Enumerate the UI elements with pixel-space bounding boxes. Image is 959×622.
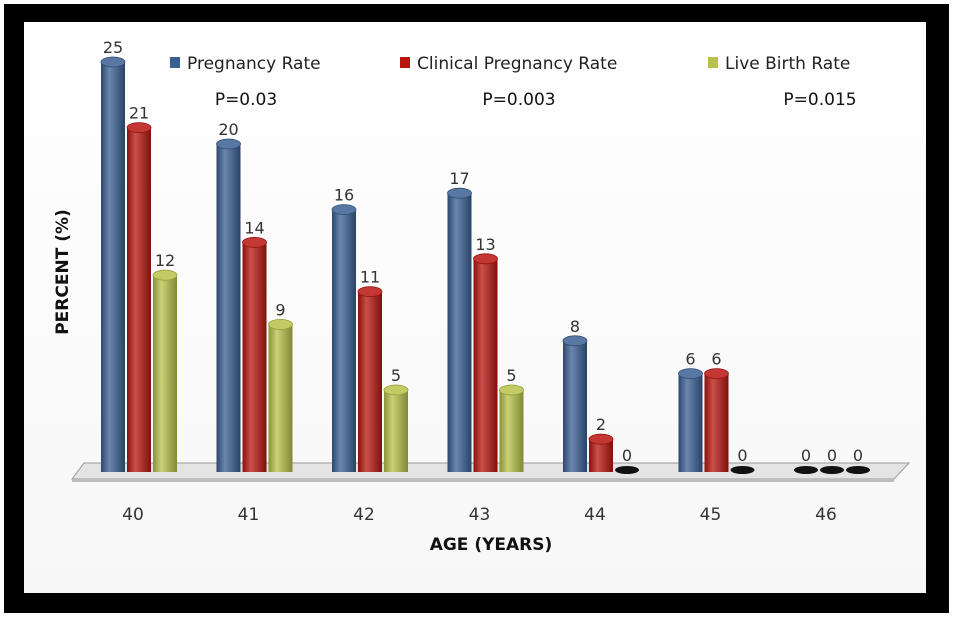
p-value-annotations: P=0.03 P=0.003 P=0.015: [215, 90, 857, 110]
chart-frame: 25 21 12 20 14 9 16 11 5 17 13 5 8 2 0 6 6 0 0 0 0 40 41 42 43 4…: [4, 4, 949, 613]
bar-43-series-1: [447, 187, 472, 472]
x-tick-labels: 40 41 42 43 44 45 46: [122, 505, 837, 525]
data-label: 0: [737, 446, 747, 465]
legend-label: Pregnancy Rate: [187, 54, 321, 74]
data-label: 20: [218, 120, 238, 139]
legend: Pregnancy Rate Clinical Pregnancy Rate Liv…: [170, 54, 850, 74]
bar-41-series-1: [216, 138, 241, 472]
data-label: 14: [244, 218, 264, 237]
data-label: 11: [360, 268, 380, 287]
bar-41-series-3: [268, 318, 293, 472]
bar-46-series-1: [794, 466, 818, 474]
data-label: 8: [570, 317, 580, 336]
x-tick-label: 44: [584, 505, 606, 525]
p-value-annotation: P=0.015: [783, 90, 856, 110]
x-tick-label: 42: [353, 505, 375, 525]
bar-43-series-3: [499, 384, 524, 472]
x-tick-label: 45: [700, 505, 722, 525]
bar-45-series-3: [730, 466, 755, 474]
legend-item-2: Clinical Pregnancy Rate: [400, 54, 617, 74]
legend-item-3: Live Birth Rate: [708, 54, 850, 74]
bar-46-series-2: [820, 466, 844, 474]
data-label: 0: [801, 446, 811, 465]
data-label: 6: [711, 350, 721, 369]
data-label: 5: [391, 366, 401, 385]
data-label: 0: [827, 446, 837, 465]
p-value-annotation: P=0.003: [482, 90, 555, 110]
legend-swatch: [400, 57, 410, 68]
x-tick-label: 41: [238, 505, 260, 525]
bar-44-series-3: [615, 466, 639, 474]
x-tick-label: 43: [469, 505, 491, 525]
data-label: 2: [596, 415, 606, 434]
legend-swatch: [708, 57, 718, 68]
bar-40-series-3: [152, 269, 178, 472]
data-label: 17: [449, 169, 469, 188]
bar-42-series-1: [331, 204, 357, 472]
data-label: 6: [685, 350, 695, 369]
bar-41-series-2: [242, 236, 267, 472]
bar-42-series-2: [357, 286, 383, 472]
legend-label: Live Birth Rate: [725, 54, 850, 74]
bar-40-series-2: [126, 122, 152, 472]
data-label: 13: [475, 235, 495, 254]
data-label: 16: [334, 186, 354, 205]
data-label: 0: [622, 446, 632, 465]
bar-45-series-2: [704, 368, 729, 472]
bar-46-series-3: [846, 466, 870, 474]
legend-item-1: Pregnancy Rate: [170, 54, 321, 74]
legend-swatch: [170, 57, 180, 68]
data-label: 12: [155, 251, 175, 270]
bar-45-series-1: [678, 368, 703, 472]
y-axis-label: PERCENT (%): [53, 209, 73, 335]
bar-44-series-2: [588, 433, 614, 472]
x-tick-label: 46: [815, 505, 837, 525]
data-label: 5: [506, 366, 516, 385]
data-label: 25: [103, 38, 123, 57]
data-label: 0: [853, 446, 863, 465]
x-axis-label: AGE (YEARS): [430, 535, 553, 555]
bar-42-series-3: [383, 384, 409, 472]
p-value-annotation: P=0.03: [215, 90, 277, 110]
x-tick-label: 40: [122, 505, 144, 525]
bar-43-series-2: [473, 253, 498, 472]
legend-label: Clinical Pregnancy Rate: [417, 54, 617, 74]
chart-panel: 25 21 12 20 14 9 16 11 5 17 13 5 8 2 0 6 6 0 0 0 0 40 41 42 43 4…: [24, 22, 926, 593]
data-label: 9: [275, 300, 285, 319]
bar-40-series-1: [100, 56, 126, 472]
bar-44-series-1: [562, 335, 588, 472]
floor-edge: [72, 479, 894, 482]
data-label: 21: [129, 104, 149, 123]
